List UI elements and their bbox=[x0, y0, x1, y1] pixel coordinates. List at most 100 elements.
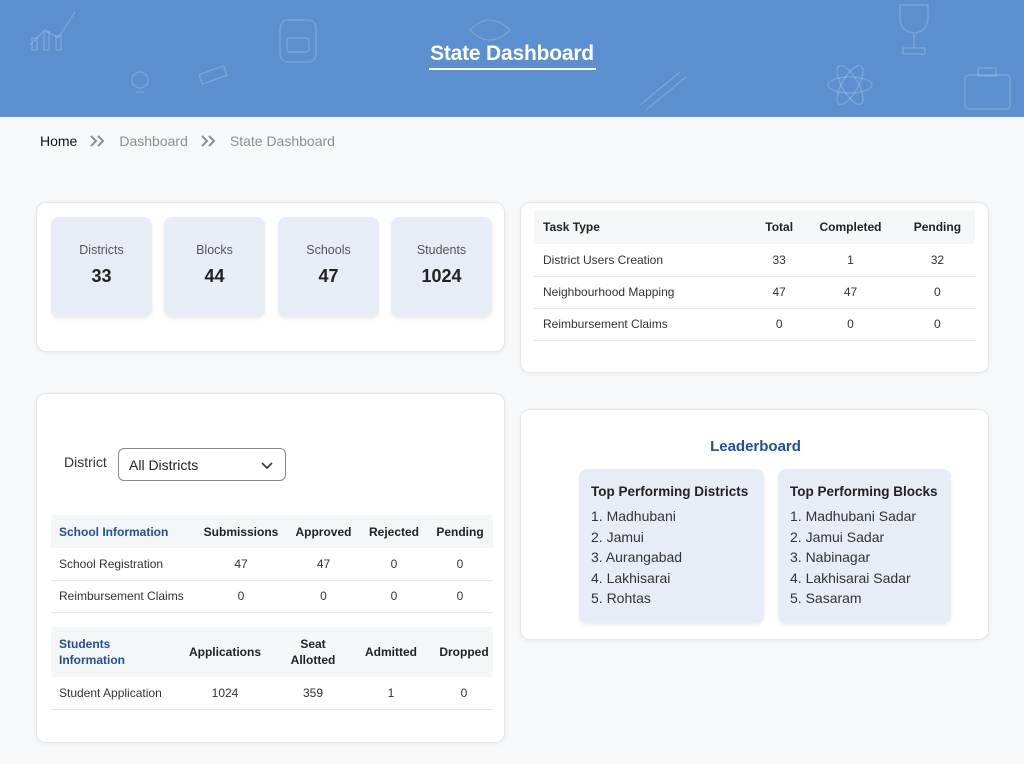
table-cell: 47 bbox=[196, 548, 286, 581]
table-cell: 0 bbox=[361, 580, 427, 613]
backpack-icon bbox=[279, 19, 317, 63]
table-cell: 0 bbox=[899, 308, 975, 341]
pencil-icon bbox=[639, 71, 687, 111]
table-row: School Registration 47 47 0 0 bbox=[51, 548, 493, 581]
column-header: Applications bbox=[171, 627, 279, 677]
table-cell: Reimbursement Claims bbox=[51, 580, 196, 613]
title-underline bbox=[429, 68, 596, 70]
list-item: 1. Madhubani Sadar bbox=[790, 508, 917, 524]
stat-students: Students 1024 bbox=[391, 217, 492, 317]
table-cell: 0 bbox=[757, 308, 802, 341]
breadcrumb: Home Dashboard State Dashboard bbox=[40, 133, 335, 149]
list-item: 2. Jamui Sadar bbox=[790, 528, 885, 545]
table-cell: Neighbourhood Mapping bbox=[534, 276, 758, 309]
column-header: Completed bbox=[801, 210, 900, 244]
leaderboard-title: Leaderboard bbox=[710, 438, 801, 455]
table-cell: 359 bbox=[279, 677, 347, 710]
table-row: Reimbursement Claims 0 0 0 0 bbox=[51, 580, 493, 613]
double-chevron-right-icon bbox=[90, 135, 105, 147]
list-item: 5. Rohtas bbox=[591, 590, 651, 606]
summary-stats-card: Districts 33 Blocks 44 Schools 47 Studen… bbox=[36, 202, 505, 352]
column-header: Pending bbox=[427, 515, 493, 548]
stat-value: 1024 bbox=[421, 266, 462, 286]
column-header: Dropped bbox=[435, 627, 493, 677]
table-cell: 1024 bbox=[171, 677, 279, 710]
page-title: State Dashboard bbox=[430, 42, 594, 65]
column-header: Task Type bbox=[534, 210, 758, 244]
table-cell: District Users Creation bbox=[534, 244, 758, 277]
column-header: School Information bbox=[51, 515, 196, 548]
ruler-icon bbox=[198, 64, 228, 86]
page-header: State Dashboard bbox=[0, 0, 1024, 117]
table-cell: 1 bbox=[801, 244, 900, 277]
column-header: Approved bbox=[286, 515, 361, 548]
column-header: Students Information bbox=[51, 627, 171, 677]
table-cell: 47 bbox=[757, 276, 802, 309]
breadcrumb-dashboard[interactable]: Dashboard bbox=[119, 133, 188, 149]
top-blocks-box: Top Performing Blocks 1. Madhubani Sadar… bbox=[778, 469, 951, 623]
stat-label: Districts bbox=[79, 243, 124, 257]
top-districts-heading: Top Performing Districts bbox=[591, 484, 749, 499]
task-summary-card: Task Type Total Completed Pending Distri… bbox=[520, 202, 989, 373]
table-cell: 47 bbox=[801, 276, 900, 309]
leaf-icon bbox=[468, 19, 512, 41]
stat-label: Students bbox=[416, 243, 467, 257]
table-cell: 0 bbox=[427, 548, 493, 581]
stat-value: 44 bbox=[204, 266, 225, 286]
district-select[interactable]: All Districts bbox=[118, 448, 286, 481]
table-row: Student Application 1024 359 1 0 bbox=[51, 677, 493, 710]
list-item: 5. Sasaram bbox=[790, 590, 862, 606]
stat-schools: Schools 47 bbox=[278, 217, 379, 317]
table-cell: Student Application bbox=[51, 677, 171, 710]
school-info-table: School Information Submissions Approved … bbox=[51, 515, 493, 613]
top-districts-list: 1. Madhubani 2. Jamui 3. Aurangabad 4. L… bbox=[591, 508, 752, 611]
table-cell: 0 bbox=[899, 276, 975, 309]
stat-districts: Districts 33 bbox=[51, 217, 152, 317]
table-cell: 0 bbox=[196, 580, 286, 613]
stat-label: Schools bbox=[306, 243, 351, 257]
table-row: District Users Creation 33 1 32 bbox=[534, 244, 975, 277]
column-header: Admitted bbox=[347, 627, 435, 677]
table-cell: 32 bbox=[899, 244, 975, 277]
table-cell: 0 bbox=[801, 308, 900, 341]
table-header-row: Task Type Total Completed Pending bbox=[534, 210, 975, 244]
chart-icon bbox=[29, 11, 76, 51]
district-detail-card: District All Districts School Informatio… bbox=[36, 393, 505, 743]
table-cell: 0 bbox=[286, 580, 361, 613]
breadcrumb-current: State Dashboard bbox=[229, 133, 335, 149]
table-cell: 0 bbox=[435, 677, 493, 710]
table-cell: Reimbursement Claims bbox=[534, 308, 758, 341]
district-filter-label: District bbox=[64, 454, 107, 470]
top-districts-box: Top Performing Districts 1. Madhubani 2.… bbox=[579, 469, 764, 623]
stat-value: 33 bbox=[91, 266, 112, 286]
table-header-row: School Information Submissions Approved … bbox=[51, 515, 493, 548]
table-cell: 33 bbox=[757, 244, 802, 277]
stat-blocks: Blocks 44 bbox=[164, 217, 265, 317]
double-chevron-right-icon bbox=[201, 135, 216, 147]
list-item: 3. Nabinagar bbox=[790, 549, 871, 565]
leaderboard-card: Leaderboard Top Performing Districts 1. … bbox=[520, 409, 989, 640]
stat-value: 47 bbox=[318, 266, 339, 286]
top-blocks-heading: Top Performing Blocks bbox=[790, 484, 938, 499]
breadcrumb-home[interactable]: Home bbox=[40, 133, 78, 149]
atom-icon bbox=[827, 64, 873, 106]
list-item: 4. Lakhisarai bbox=[591, 569, 671, 586]
table-cell: 0 bbox=[361, 548, 427, 581]
column-header: Seat Allotted bbox=[279, 627, 347, 677]
list-item: 4. Lakhisarai Sadar bbox=[790, 569, 911, 586]
stat-label: Blocks bbox=[196, 243, 233, 257]
table-cell: 47 bbox=[286, 548, 361, 581]
table-header-row: Students Information Applications Seat A… bbox=[51, 627, 493, 677]
list-item: 2. Jamui bbox=[591, 528, 644, 545]
column-header: Pending bbox=[899, 210, 975, 244]
top-blocks-list: 1. Madhubani Sadar 2. Jamui Sadar 3. Nab… bbox=[790, 508, 939, 611]
column-header: Total bbox=[757, 210, 802, 244]
column-header: Rejected bbox=[361, 515, 427, 548]
trophy-icon bbox=[899, 4, 929, 55]
table-row: Neighbourhood Mapping 47 47 0 bbox=[534, 276, 975, 309]
task-table: Task Type Total Completed Pending Distri… bbox=[534, 210, 975, 341]
header-decoration-icons bbox=[29, 4, 1011, 111]
table-cell: 1 bbox=[347, 677, 435, 710]
table-cell: School Registration bbox=[51, 548, 196, 581]
table-row: Reimbursement Claims 0 0 0 bbox=[534, 308, 975, 341]
